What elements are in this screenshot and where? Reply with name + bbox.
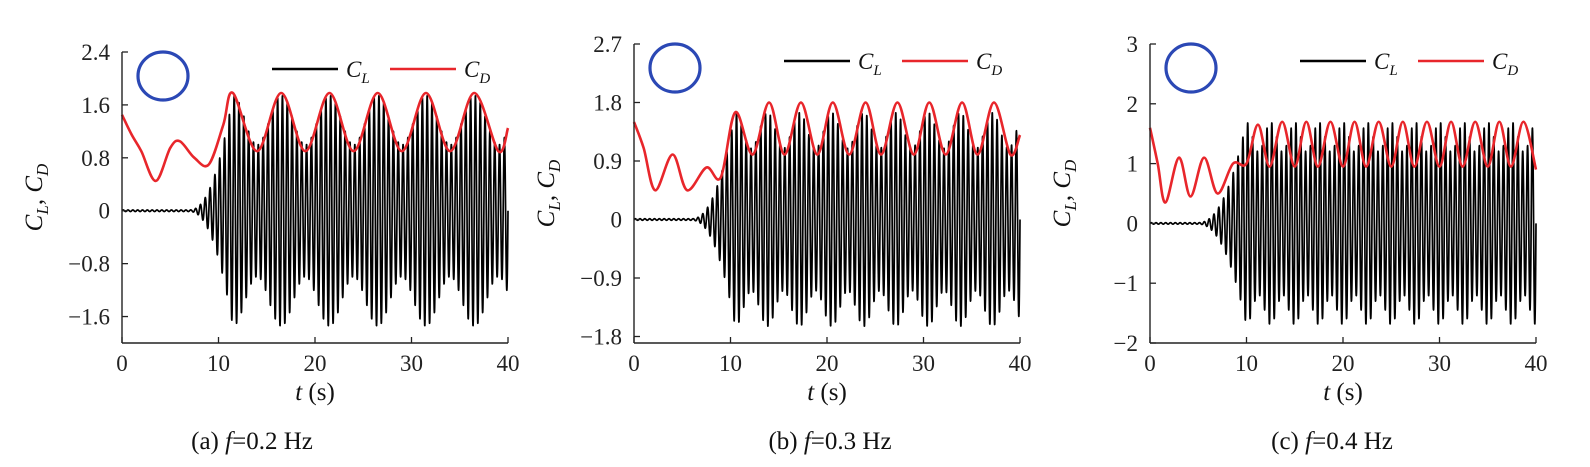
x-axis-label: t (s) [1323,379,1363,406]
panel-caption: (a) f=0.2 Hz [191,428,313,455]
x-tick-label: 30 [400,351,423,376]
x-tick-label: 10 [207,351,230,376]
x-tick-label: 20 [1332,351,1355,376]
y-tick-label: 0.8 [81,146,110,171]
x-tick-label: 0 [116,351,128,376]
series-cl-line [633,111,1021,327]
legend-cl-label: CL [346,57,370,87]
x-tick-label: 40 [1525,351,1548,376]
x-tick-label: 40 [1009,351,1032,376]
legend-cd-label: CD [976,49,1002,79]
cylinder-circle-icon [1164,42,1218,94]
x-tick-label: 30 [912,351,935,376]
y-tick-label: 1.8 [593,91,622,116]
y-tick-label: −1 [1114,271,1138,296]
y-tick-label: 3 [1127,32,1139,57]
y-tick-label: −0.8 [68,252,110,277]
y-axis-label: CL, CD [1049,159,1080,227]
y-tick-label: 0.9 [593,149,622,174]
legend-cd-label: CD [464,57,490,87]
x-tick-label: 10 [719,351,742,376]
y-tick-label: 2.4 [81,40,110,65]
x-tick-label: 40 [497,351,520,376]
x-tick-label: 20 [816,351,839,376]
y-tick-label: 1.6 [81,93,110,118]
y-tick-label: −1.8 [580,325,622,350]
y-tick-label: 0 [99,199,111,224]
x-tick-label: 20 [304,351,327,376]
panel-caption: (b) f=0.3 Hz [768,428,891,455]
y-tick-label: 1 [1127,152,1139,177]
series-cl-line [121,95,509,327]
series-cd-line [120,91,510,183]
series-cd-line [632,101,1022,192]
x-tick-label: 30 [1428,351,1451,376]
x-axis-label: t (s) [807,379,847,406]
series-cl-line [1149,122,1537,325]
y-tick-label: −1.6 [68,305,110,330]
chart-panel-b: 0 10 20 30 40 −1.8 −0.9 0 0.9 1.8 2.7 t (s) CL, CD CL… [533,32,1032,455]
cylinder-circle-icon [136,50,190,102]
chart-panel-c: 0 10 20 30 40 −2 −1 0 1 2 3 t (s) CL, CD CL CD (c) f=0.… [1049,32,1548,455]
legend-cl-label: CL [858,49,882,79]
legend-cd-label: CD [1492,49,1518,79]
y-tick-label: 0 [1127,211,1139,236]
y-tick-label: 2 [1127,92,1139,117]
cylinder-circle-icon [648,42,702,94]
y-tick-label: 2.7 [593,32,622,57]
y-tick-label: −0.9 [580,266,622,291]
x-tick-label: 10 [1235,351,1258,376]
y-axis-label: CL, CD [21,163,52,231]
series-cd-line [1148,120,1538,204]
x-axis-label: t (s) [295,379,335,406]
chart-panel-a: 0 10 20 30 40 −1.6 −0.8 0 0.8 1.6 2.4 t (s) CL, CD CL… [21,40,520,455]
y-tick-label: −2 [1114,331,1138,356]
y-tick-label: 0 [611,208,623,233]
panel-caption: (c) f=0.4 Hz [1271,428,1393,455]
x-tick-label: 0 [628,351,640,376]
x-tick-label: 0 [1144,351,1156,376]
legend-cl-label: CL [1374,49,1398,79]
y-axis-label: CL, CD [533,159,564,227]
